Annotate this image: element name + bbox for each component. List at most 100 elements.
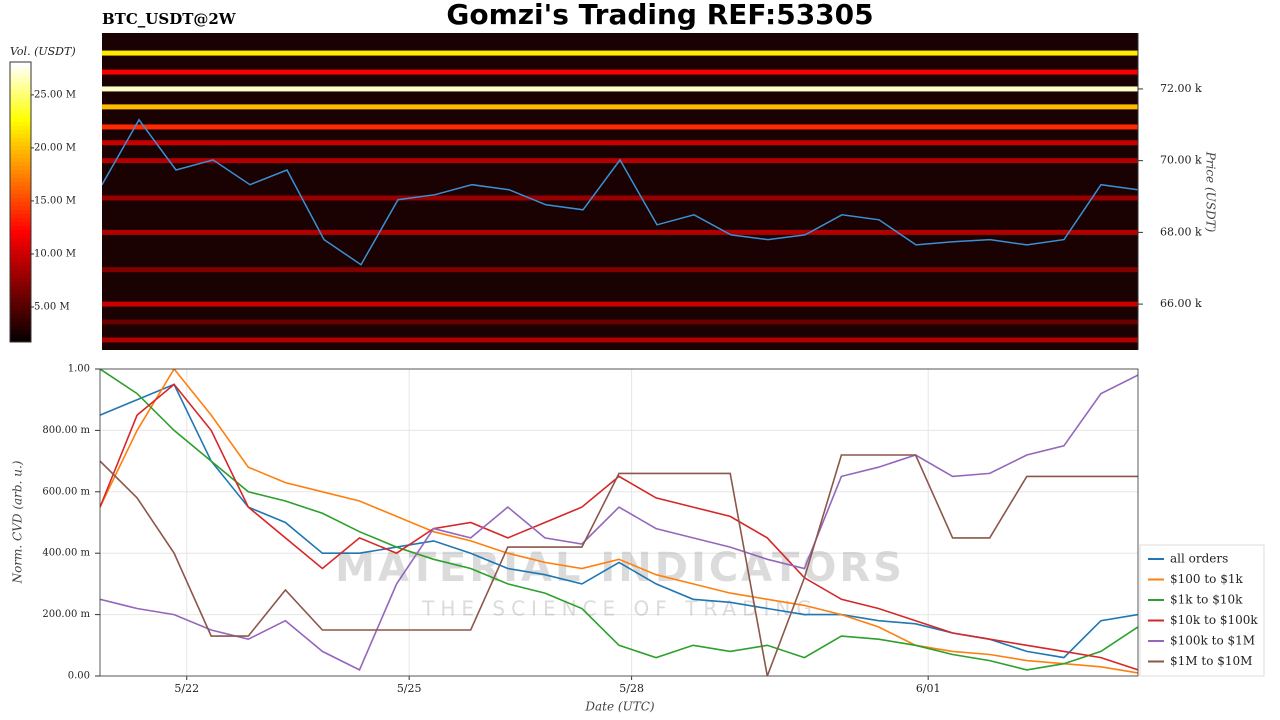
heatmap-band bbox=[102, 229, 1138, 235]
colorbar-swatch bbox=[10, 258, 31, 263]
colorbar-swatch bbox=[10, 94, 31, 99]
colorbar-swatch bbox=[10, 106, 31, 111]
colorbar-swatch bbox=[10, 194, 31, 199]
legend-label: $10k to $100k bbox=[1170, 613, 1258, 627]
colorbar-swatch bbox=[10, 246, 31, 251]
colorbar-swatch bbox=[10, 326, 31, 331]
y-tick-label: 200.00 m bbox=[42, 609, 90, 620]
colorbar-tick-label: 25.00 M bbox=[34, 89, 76, 100]
y-tick-label: 0.00 bbox=[68, 671, 90, 682]
heatmap-band bbox=[102, 104, 1138, 110]
x-axis-label: Date (UTC) bbox=[584, 700, 654, 714]
colorbar-tick-label: 20.00 M bbox=[34, 142, 76, 153]
colorbar-swatch bbox=[10, 150, 31, 155]
legend-label: $1k to $10k bbox=[1170, 593, 1243, 607]
colorbar-swatch bbox=[10, 158, 31, 163]
colorbar-swatch bbox=[10, 310, 31, 315]
heatmap-band bbox=[102, 50, 1138, 56]
heatmap-band bbox=[102, 267, 1138, 273]
colorbar-swatch bbox=[10, 170, 31, 175]
legend-label: $100k to $1M bbox=[1170, 634, 1255, 648]
colorbar-swatch bbox=[10, 86, 31, 91]
colorbar-swatch bbox=[10, 334, 31, 339]
colorbar-swatch bbox=[10, 302, 31, 307]
colorbar-swatch bbox=[10, 294, 31, 299]
x-tick-label: 6/01 bbox=[916, 682, 941, 695]
x-tick-label: 5/25 bbox=[397, 682, 422, 695]
plot-background bbox=[102, 33, 1138, 350]
colorbar-swatch bbox=[10, 146, 31, 151]
page-title: Gomzi's Trading REF:53305 bbox=[446, 0, 873, 31]
y-tick-label: 66.00 k bbox=[1160, 297, 1202, 310]
colorbar-swatch bbox=[10, 266, 31, 271]
colorbar-swatch bbox=[10, 278, 31, 283]
y-tick-label: 70.00 k bbox=[1160, 154, 1202, 167]
y-tick-label: 68.00 k bbox=[1160, 225, 1202, 238]
heatmap-band bbox=[102, 69, 1138, 75]
colorbar-swatch bbox=[10, 74, 31, 79]
colorbar-swatch bbox=[10, 242, 31, 247]
x-tick-label: 5/28 bbox=[619, 682, 644, 695]
cvd-line bbox=[100, 383, 1138, 671]
colorbar-swatch bbox=[10, 338, 31, 343]
colorbar-swatch bbox=[10, 166, 31, 171]
colorbar-swatch bbox=[10, 82, 31, 87]
lines bbox=[100, 369, 1138, 676]
colorbar-swatch bbox=[10, 154, 31, 159]
heatmap bbox=[102, 50, 1138, 343]
colorbar-swatch bbox=[10, 90, 31, 95]
legend-label: all orders bbox=[1170, 552, 1228, 566]
colorbar-swatch bbox=[10, 250, 31, 255]
colorbar-swatch bbox=[10, 274, 31, 279]
colorbar-swatch bbox=[10, 70, 31, 75]
heatmap-band bbox=[102, 124, 1138, 130]
colorbar-swatch bbox=[10, 262, 31, 267]
plot-background bbox=[100, 369, 1138, 676]
colorbar-swatch bbox=[10, 134, 31, 139]
colorbar-swatch bbox=[10, 142, 31, 147]
colorbar-frame bbox=[9, 61, 32, 343]
x-tick-label: 5/22 bbox=[174, 682, 199, 695]
watermark-subtitle: THE SCIENCE OF TRADING bbox=[421, 597, 818, 621]
colorbar-swatch bbox=[10, 78, 31, 83]
cvd-line bbox=[100, 369, 1138, 674]
y-tick-label: 800.00 m bbox=[42, 425, 90, 436]
heatmap-band bbox=[102, 301, 1138, 307]
colorbar-tick-label: 10.00 M bbox=[34, 248, 76, 259]
price-line bbox=[102, 118, 1138, 266]
colorbar-swatch bbox=[10, 210, 31, 215]
y-tick-label: 1.00 bbox=[68, 364, 90, 375]
colorbar-swatch bbox=[10, 254, 31, 259]
colorbar-swatch bbox=[10, 306, 31, 311]
chart-title: BTC_USDT@2W bbox=[102, 10, 237, 28]
heatmap-band bbox=[102, 337, 1138, 343]
colorbar-swatch bbox=[10, 66, 31, 71]
colorbar-label: Vol. (USDT) bbox=[10, 45, 76, 58]
colorbar-swatch bbox=[10, 62, 31, 67]
colorbar-swatch bbox=[10, 202, 31, 207]
colorbar-swatch bbox=[10, 110, 31, 115]
y-axis-label: Price (USDT) bbox=[1204, 151, 1218, 233]
colorbar-swatch bbox=[10, 178, 31, 183]
colorbar-swatch bbox=[10, 322, 31, 327]
colorbar-swatch bbox=[10, 118, 31, 123]
colorbar-swatch bbox=[10, 190, 31, 195]
colorbar-swatch bbox=[10, 230, 31, 235]
legend-label: $100 to $1k bbox=[1170, 572, 1243, 586]
plot-frame bbox=[99, 368, 1139, 677]
heatmap-band bbox=[102, 140, 1138, 146]
y-tick-label: 72.00 k bbox=[1160, 82, 1202, 95]
colorbar-swatch bbox=[10, 102, 31, 107]
cvd-line bbox=[100, 374, 1138, 671]
y-tick-label: 600.00 m bbox=[42, 486, 90, 497]
colorbar-swatch bbox=[10, 226, 31, 231]
colorbar-swatch bbox=[10, 270, 31, 275]
colorbar-tick-label: 15.00 M bbox=[34, 195, 76, 206]
watermark-title: MATERIAL INDICATORS bbox=[335, 545, 905, 591]
colorbar-swatch bbox=[10, 138, 31, 143]
colorbar-swatch bbox=[10, 206, 31, 211]
colorbar-swatch bbox=[10, 330, 31, 335]
cvd-line bbox=[100, 454, 1138, 676]
legend-label: $1M to $10M bbox=[1170, 654, 1252, 668]
